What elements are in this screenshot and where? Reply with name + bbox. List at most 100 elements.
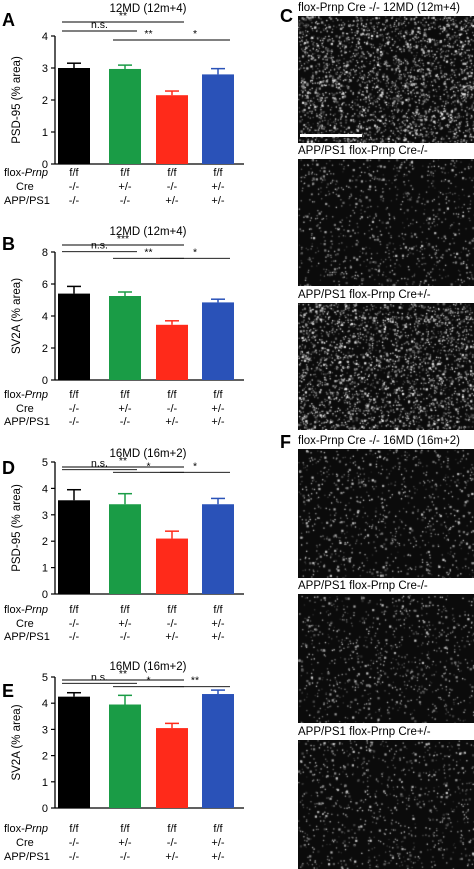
- genotype-cell: -/-: [120, 416, 131, 428]
- micro-label-c3: APP/PS1 flox-Prnp Cre+/-: [298, 287, 474, 303]
- genotype-cell: -/-: [120, 195, 131, 207]
- genotype-cell: f/f: [69, 823, 79, 835]
- y-tick-label: 2: [42, 95, 48, 107]
- chart-title: 16MD (16m+2): [109, 661, 186, 673]
- significance-label: n.s.: [91, 458, 108, 470]
- genotype-row-label: Cre: [16, 181, 34, 193]
- bar: [156, 728, 188, 808]
- y-axis-label: SV2A (% area): [11, 278, 23, 354]
- genotype-cell: -/-: [69, 181, 80, 193]
- genotype-cell: +/-: [211, 416, 224, 428]
- panel-letter: B: [2, 234, 15, 254]
- significance-label: *: [193, 246, 197, 258]
- genotype-cell: -/-: [69, 837, 80, 849]
- micrograph-f2: [298, 594, 474, 723]
- micro-label-f1: flox-Prnp Cre -/- 16MD (16m+2): [298, 433, 474, 449]
- genotype-row-label: Cre: [16, 837, 34, 849]
- genotype-cell: -/-: [120, 851, 131, 863]
- micrograph-c1: [298, 16, 474, 143]
- micro-label-f2: APP/PS1 flox-Prnp Cre-/-: [298, 578, 474, 594]
- genotype-cell: -/-: [69, 403, 80, 415]
- y-tick-label: 0: [42, 375, 48, 387]
- y-tick-label: 0: [42, 803, 48, 815]
- significance-label: **: [119, 455, 127, 467]
- micrograph-c3: [298, 303, 474, 430]
- genotype-cell: +/-: [211, 631, 224, 643]
- genotype-cell: +/-: [211, 851, 224, 863]
- genotype-row-label: APP/PS1: [4, 195, 50, 207]
- genotype-row-label: flox-Prnp: [4, 604, 48, 616]
- genotype-cell: f/f: [69, 389, 79, 401]
- y-tick-label: 1: [42, 777, 48, 789]
- y-tick-label: 0: [42, 159, 48, 171]
- genotype-cell: f/f: [213, 167, 223, 179]
- bar: [109, 296, 141, 380]
- genotype-cell: f/f: [167, 823, 177, 835]
- y-tick-label: 3: [42, 724, 48, 736]
- genotype-cell: -/-: [69, 195, 80, 207]
- genotype-row-label: APP/PS1: [4, 416, 50, 428]
- bar: [58, 696, 90, 808]
- significance-label: *: [193, 28, 197, 40]
- y-tick-label: 1: [42, 563, 48, 575]
- y-tick-label: 2: [42, 751, 48, 763]
- y-tick-label: 4: [42, 31, 48, 43]
- micrograph-f1: [298, 449, 474, 578]
- genotype-cell: f/f: [69, 604, 79, 616]
- genotype-cell: +/-: [165, 631, 178, 643]
- genotype-cell: +/-: [211, 618, 224, 630]
- y-tick-label: 5: [42, 672, 48, 684]
- genotype-cell: f/f: [69, 167, 79, 179]
- panel-letter-f: F: [280, 432, 291, 452]
- bar: [109, 504, 141, 594]
- genotype-cell: -/-: [167, 837, 178, 849]
- y-tick-label: 8: [42, 247, 48, 259]
- genotype-row-label: APP/PS1: [4, 851, 50, 863]
- genotype-cell: +/-: [211, 837, 224, 849]
- significance-label: n.s.: [91, 19, 108, 31]
- y-tick-label: 4: [42, 311, 48, 323]
- genotype-cell: +/-: [211, 403, 224, 415]
- genotype-row-label: APP/PS1: [4, 631, 50, 643]
- genotype-cell: -/-: [120, 631, 131, 643]
- genotype-cell: -/-: [167, 618, 178, 630]
- significance-label: **: [191, 675, 199, 687]
- y-tick-label: 6: [42, 279, 48, 291]
- bar: [156, 538, 188, 594]
- chart-title: 12MD (12m+4): [109, 226, 186, 238]
- genotype-cell: f/f: [213, 604, 223, 616]
- bar: [202, 504, 234, 594]
- genotype-cell: f/f: [167, 604, 177, 616]
- y-tick-label: 1: [42, 127, 48, 139]
- genotype-cell: +/-: [165, 195, 178, 207]
- y-tick-label: 0: [42, 589, 48, 601]
- bar: [156, 95, 188, 164]
- y-tick-label: 4: [42, 483, 48, 495]
- panel-letter: D: [2, 458, 15, 478]
- genotype-cell: -/-: [167, 403, 178, 415]
- y-axis-label: PSD-95 (% area): [11, 484, 23, 572]
- panel-letter: A: [2, 10, 15, 30]
- genotype-cell: -/-: [69, 851, 80, 863]
- y-axis-label: SV2A (% area): [11, 704, 23, 780]
- chart-title: 12MD (12m+4): [109, 3, 186, 15]
- significance-label: n.s.: [91, 671, 108, 683]
- genotype-cell: f/f: [120, 823, 130, 835]
- genotype-cell: +/-: [165, 851, 178, 863]
- significance-label: **: [119, 10, 127, 22]
- genotype-cell: -/-: [167, 181, 178, 193]
- genotype-cell: +/-: [118, 837, 131, 849]
- genotype-cell: f/f: [120, 167, 130, 179]
- genotype-cell: f/f: [213, 823, 223, 835]
- significance-label: **: [144, 246, 152, 258]
- significance-label: **: [144, 28, 152, 40]
- bar: [202, 694, 234, 808]
- genotype-cell: +/-: [211, 181, 224, 193]
- genotype-cell: f/f: [167, 389, 177, 401]
- genotype-row-label: flox-Prnp: [4, 823, 48, 835]
- y-tick-label: 2: [42, 536, 48, 548]
- significance-label: *: [146, 675, 150, 687]
- genotype-cell: +/-: [211, 195, 224, 207]
- genotype-row-label: flox-Prnp: [4, 389, 48, 401]
